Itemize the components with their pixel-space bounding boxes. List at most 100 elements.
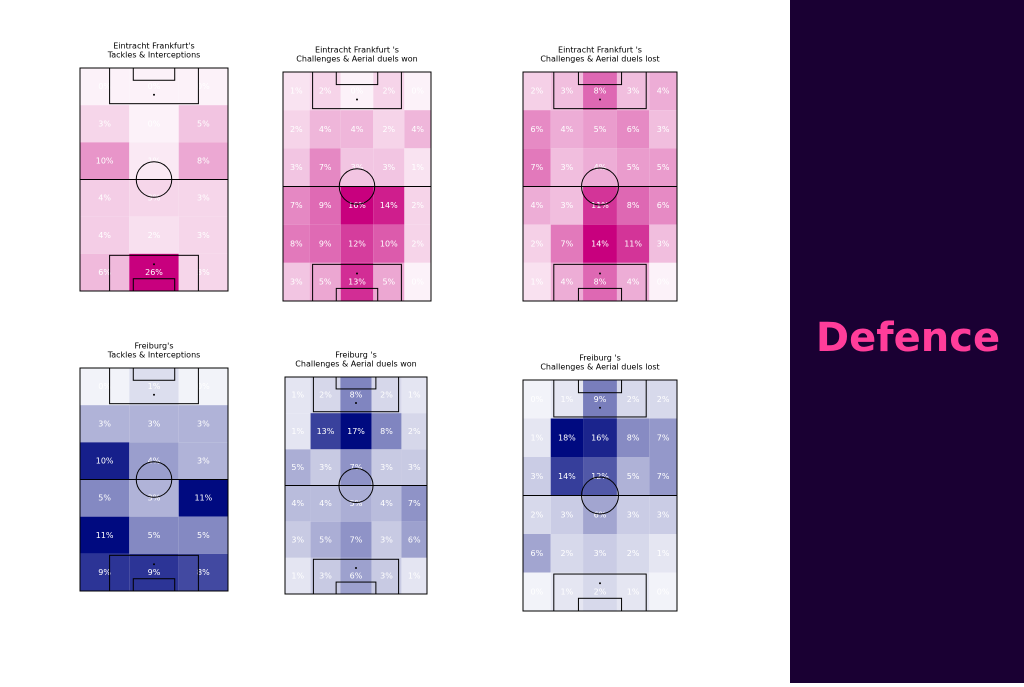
side-panel xyxy=(790,0,1024,683)
heat-cell xyxy=(550,262,584,301)
cell-label: 5% xyxy=(98,494,111,503)
heat-cell xyxy=(129,216,179,254)
cell-label: 5% xyxy=(382,277,395,286)
heat-cell xyxy=(178,368,228,406)
heat-cell xyxy=(80,216,130,254)
heat-cell xyxy=(80,368,130,406)
cell-label: 12% xyxy=(591,472,609,481)
heat-cell xyxy=(310,377,341,414)
heat-cell xyxy=(310,413,341,450)
heat-cell xyxy=(649,418,677,457)
cell-label: 1% xyxy=(290,87,303,96)
six-yard-box xyxy=(335,581,377,595)
chart-title: Eintracht Frankfurt's xyxy=(113,42,194,51)
heat-cell xyxy=(178,553,228,591)
heat-cell xyxy=(178,479,228,517)
heat-cell xyxy=(404,72,431,111)
heat-cell xyxy=(583,186,617,225)
heat-cell xyxy=(283,262,310,301)
cell-label: 4% xyxy=(98,194,111,203)
six-yard-box xyxy=(577,71,623,86)
heat-cell xyxy=(310,485,341,522)
heat-cell xyxy=(283,148,310,187)
center-circle xyxy=(581,476,619,515)
heat-cell xyxy=(523,457,551,496)
cell-label: 3% xyxy=(561,510,574,519)
cell-label: 3% xyxy=(351,163,364,172)
heat-cell xyxy=(340,262,374,301)
chart-subtitle: Tackles & Interceptions xyxy=(107,351,201,360)
cell-label: 2% xyxy=(319,391,332,400)
cell-label: 14% xyxy=(558,472,576,481)
cell-label: 11% xyxy=(624,239,642,248)
heat-cell xyxy=(523,380,551,419)
cell-label: 6% xyxy=(350,571,363,580)
heat-cell xyxy=(523,418,551,457)
cell-label: 4% xyxy=(531,201,544,210)
cell-label: 3% xyxy=(148,494,161,503)
heat-cell xyxy=(401,377,427,414)
cell-label: 3% xyxy=(657,239,670,248)
cell-label: 7% xyxy=(657,433,670,442)
heat-cell xyxy=(371,521,402,558)
cell-label: 0% xyxy=(531,587,544,596)
heat-cell xyxy=(129,405,179,443)
heat-cell xyxy=(401,413,427,450)
six-yard-box xyxy=(132,367,176,381)
heat-cell xyxy=(178,405,228,443)
penalty-spot xyxy=(355,402,357,405)
cell-label: 3% xyxy=(627,87,640,96)
heat-cell xyxy=(129,68,179,106)
heat-cell xyxy=(523,534,551,573)
heat-cell xyxy=(373,72,405,111)
cell-label: 10% xyxy=(96,456,114,465)
heat-cell xyxy=(340,110,374,149)
cell-label: 4% xyxy=(351,125,364,134)
panel-title: Defence xyxy=(816,315,1000,361)
cell-label: 6% xyxy=(627,125,640,134)
heat-cell xyxy=(285,377,311,414)
cell-label: 3% xyxy=(319,463,332,472)
cell-label: 5% xyxy=(657,163,670,172)
heat-cell xyxy=(285,521,311,558)
cell-label: 2% xyxy=(382,87,395,96)
cell-label: 6% xyxy=(594,510,607,519)
heat-cell xyxy=(80,142,130,180)
heat-cell xyxy=(373,224,405,263)
heat-cell xyxy=(583,262,617,301)
heat-cell xyxy=(550,534,584,573)
cell-label: 8% xyxy=(197,568,210,577)
cell-label: 5% xyxy=(594,125,607,134)
heat-cell xyxy=(616,224,650,263)
heat-cell xyxy=(80,105,130,143)
cell-label: 3% xyxy=(594,549,607,558)
heat-cell xyxy=(616,457,650,496)
heat-cell xyxy=(178,105,228,143)
heat-cell xyxy=(550,457,584,496)
cell-label: 14% xyxy=(591,239,609,248)
cell-label: 3% xyxy=(380,535,393,544)
penalty-spot xyxy=(153,93,155,96)
heat-cell xyxy=(616,148,650,187)
cell-label: 8% xyxy=(350,391,363,400)
cell-label: 2% xyxy=(319,87,332,96)
heat-cell xyxy=(550,72,584,111)
cell-label: 2% xyxy=(148,231,161,240)
heat-cell xyxy=(550,418,584,457)
cell-label: 5% xyxy=(627,163,640,172)
heat-cell xyxy=(178,253,228,291)
heat-cell xyxy=(616,495,650,534)
cell-label: 3% xyxy=(380,463,393,472)
heat-cell xyxy=(616,534,650,573)
cell-label: 4% xyxy=(561,125,574,134)
heat-cell xyxy=(309,110,341,149)
cell-label: 17% xyxy=(347,427,365,436)
heat-cell xyxy=(310,449,341,486)
cell-label: 0% xyxy=(98,382,111,391)
heat-cell xyxy=(283,224,310,263)
cell-label: 1% xyxy=(408,571,421,580)
cell-label: 0% xyxy=(197,382,210,391)
cell-label: 3% xyxy=(627,510,640,519)
center-circle xyxy=(135,161,173,198)
cell-label: 3% xyxy=(319,571,332,580)
